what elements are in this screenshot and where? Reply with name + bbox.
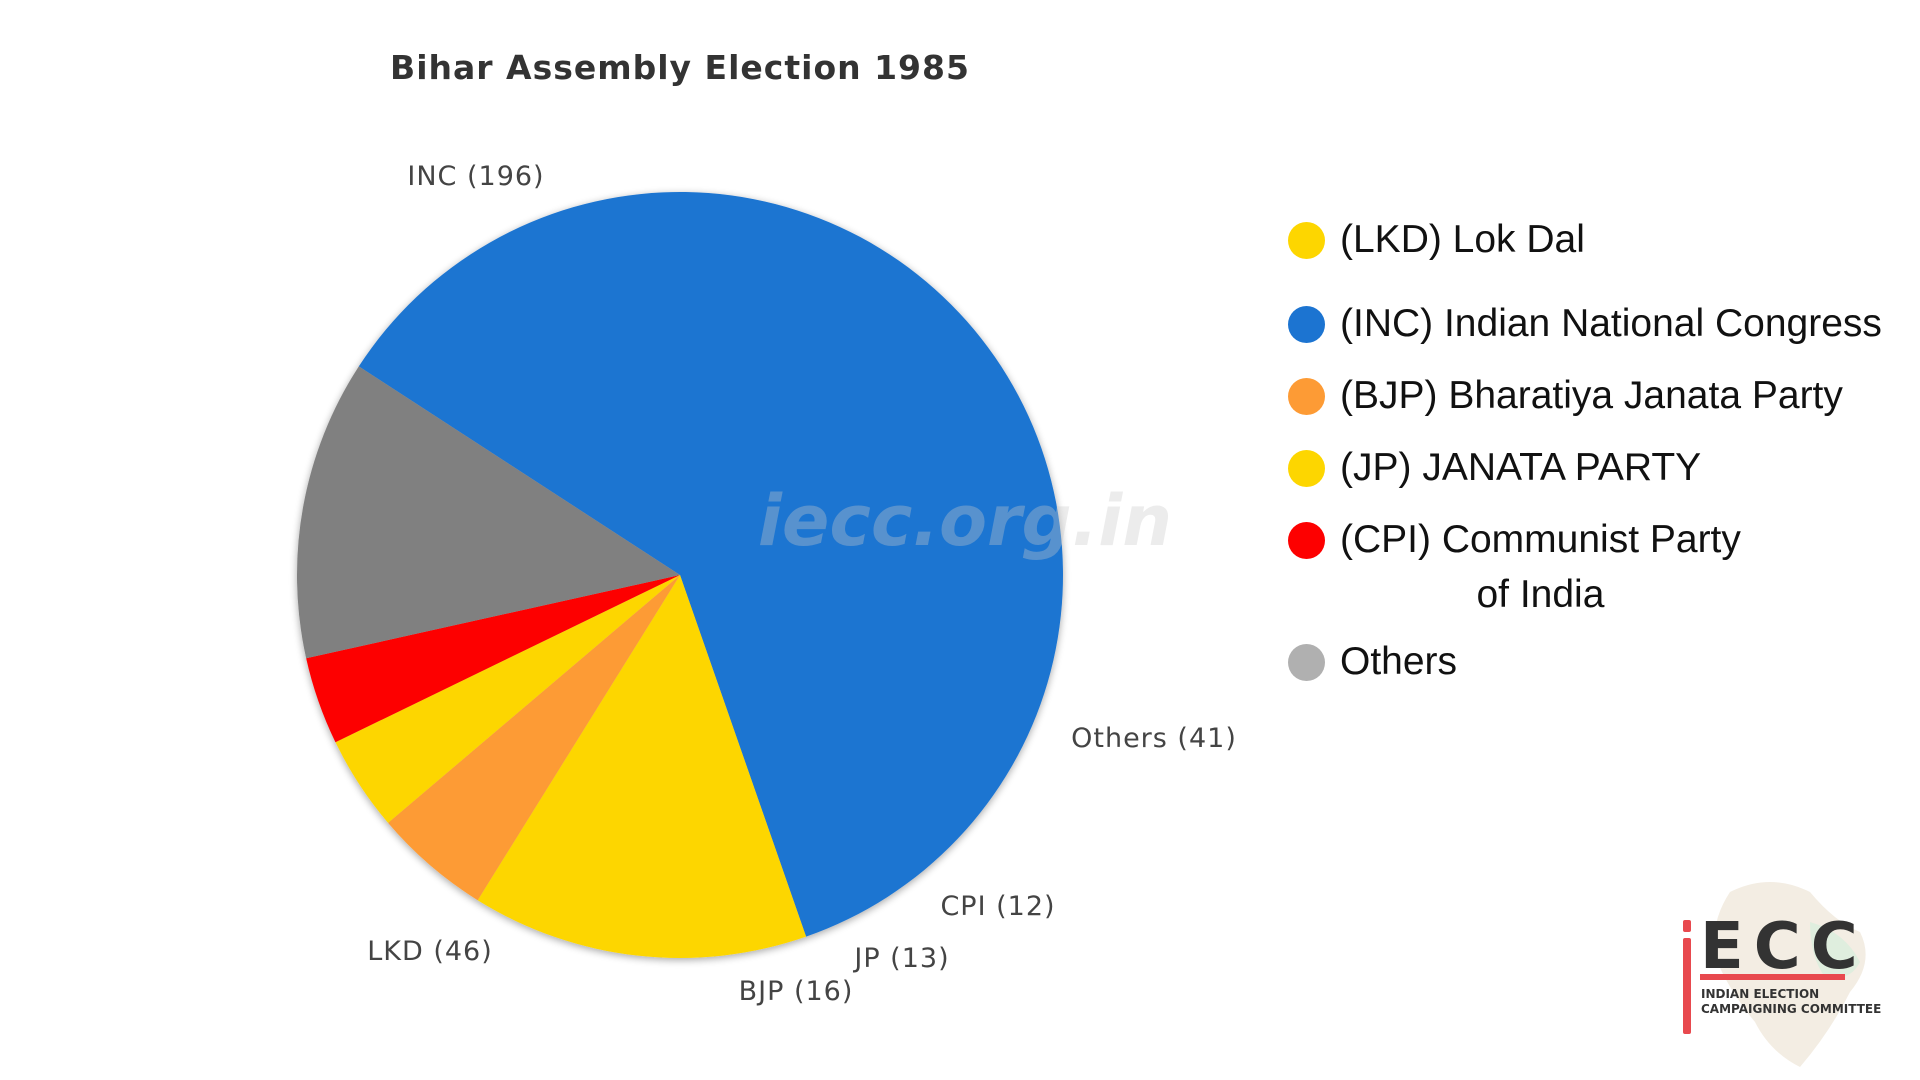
legend-dot-bjp	[1288, 378, 1325, 415]
slice-label-jp: JP (13)	[852, 943, 949, 974]
map-green-patch	[1810, 922, 1860, 978]
pie-slice-others	[297, 366, 680, 659]
legend-item-others: Others	[1288, 634, 1457, 689]
legend-item-cpi: (CPI) Communist Party of India	[1288, 512, 1741, 622]
logo-i-dot	[1683, 920, 1691, 932]
logo-i-stem	[1683, 938, 1691, 1034]
legend-item-bjp: (BJP) Bharatiya Janata Party	[1288, 368, 1843, 423]
legend-label-cpi: (CPI) Communist Party of India	[1340, 518, 1741, 616]
legend-label-bjp: (BJP) Bharatiya Janata Party	[1340, 374, 1843, 417]
logo-word: ECC	[1700, 910, 1868, 984]
slice-label-lkd: LKD (46)	[367, 936, 493, 967]
pie-slice-lkd	[477, 575, 807, 958]
legend-dot-inc	[1288, 306, 1325, 343]
chart-title: Bihar Assembly Election 1985	[390, 48, 970, 87]
logo-line1: INDIAN ELECTION	[1701, 987, 1819, 1001]
legend-label-others: Others	[1340, 640, 1458, 683]
slice-label-inc: INC (196)	[407, 161, 544, 192]
legend-item-jp: (JP) JANATA PARTY	[1288, 440, 1701, 495]
watermark-text: iecc.org.in	[758, 480, 1172, 562]
slice-label-bjp: BJP (16)	[739, 976, 854, 1007]
slice-label-others: Others (41)	[1071, 723, 1237, 754]
logo-line2: CAMPAIGNING COMMITTEE	[1701, 1002, 1881, 1016]
legend-dot-jp	[1288, 450, 1325, 487]
logo-underline	[1700, 974, 1845, 980]
pie-slice-inc	[358, 192, 1063, 937]
legend-dot-cpi	[1288, 522, 1325, 559]
legend-item-lkd: (LKD) Lok Dal	[1288, 212, 1585, 267]
legend-item-inc: (INC) Indian National Congress	[1288, 296, 1882, 351]
slice-label-cpi: CPI (12)	[940, 891, 1055, 922]
pie-slice-jp	[335, 575, 680, 823]
legend-label-inc: (INC) Indian National Congress	[1340, 302, 1882, 345]
legend-label-lkd: (LKD) Lok Dal	[1340, 218, 1585, 261]
pie-slice-bjp	[388, 575, 680, 901]
iecc-logo: ECC INDIAN ELECTION CAMPAIGNING COMMITTE…	[1683, 882, 1881, 1067]
legend-dot-others	[1288, 644, 1325, 681]
legend-dot-lkd	[1288, 222, 1325, 259]
legend-label-jp: (JP) JANATA PARTY	[1340, 446, 1702, 489]
pie-slice-cpi	[306, 575, 680, 743]
